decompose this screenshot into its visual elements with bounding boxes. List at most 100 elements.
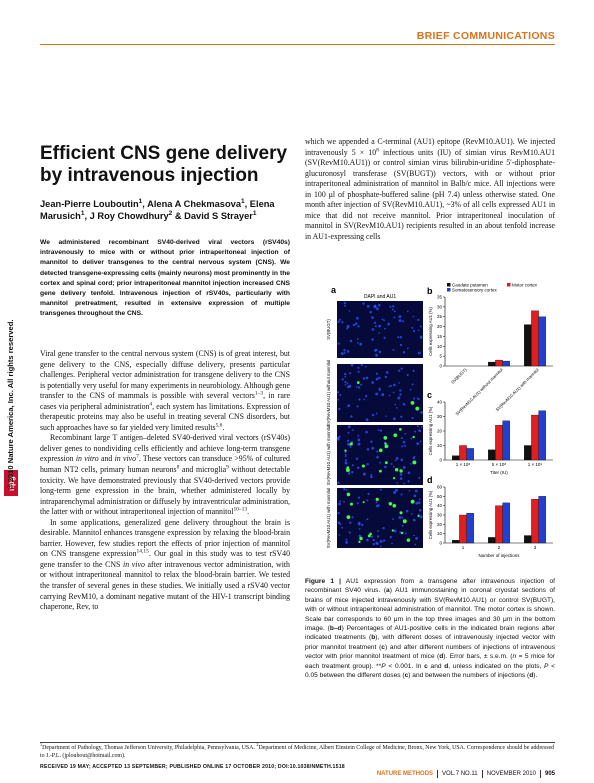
nucleus bbox=[402, 440, 406, 444]
y-tick-label: 10 bbox=[437, 443, 443, 448]
nucleus bbox=[400, 493, 403, 496]
nucleus bbox=[384, 465, 387, 469]
x-tick-label: 1 × 10⁹ bbox=[528, 462, 543, 467]
bar bbox=[452, 540, 460, 544]
y-tick-label: 0 bbox=[439, 364, 442, 369]
text-run: and bbox=[98, 454, 115, 464]
nucleus bbox=[379, 488, 382, 491]
legend-swatch bbox=[507, 283, 511, 287]
nucleus bbox=[338, 502, 341, 506]
nucleus bbox=[377, 304, 381, 307]
nucleus bbox=[360, 383, 363, 386]
nucleus bbox=[376, 535, 380, 538]
nucleus bbox=[365, 430, 368, 434]
nucleus bbox=[343, 301, 347, 305]
text-run: 1–3 bbox=[254, 390, 264, 397]
x-tick-label: 1 bbox=[462, 545, 465, 550]
micrograph bbox=[337, 301, 423, 358]
text-run: Recombinant large T antigen–deleted SV40… bbox=[40, 433, 290, 464]
x-axis-label: Number of injections bbox=[478, 553, 520, 558]
nucleus bbox=[399, 389, 402, 392]
nucleus bbox=[411, 326, 414, 329]
section-header: BRIEF COMMUNICATIONS bbox=[416, 30, 555, 42]
nucleus bbox=[419, 515, 423, 519]
journal-name: NATURE METHODS bbox=[376, 771, 434, 777]
panel-label: d bbox=[427, 475, 433, 485]
nucleus bbox=[370, 535, 373, 538]
nucleus bbox=[371, 381, 375, 384]
publisher-logo: npg bbox=[4, 470, 18, 496]
au1-cell bbox=[415, 406, 420, 411]
nucleus bbox=[385, 415, 387, 417]
text-run: 1 bbox=[252, 209, 257, 217]
text-run: ) AU1 immunostaining in coronal cryostat… bbox=[305, 587, 555, 633]
nucleus bbox=[384, 375, 388, 379]
text-run: and bbox=[427, 662, 445, 670]
nucleus bbox=[365, 376, 369, 380]
au1-cell bbox=[399, 469, 403, 473]
text-run: in vitro bbox=[75, 454, 99, 464]
nucleus bbox=[390, 463, 393, 465]
text-run: 5,6 bbox=[215, 422, 223, 429]
nucleus bbox=[356, 502, 359, 505]
nucleus bbox=[346, 439, 350, 442]
nucleus bbox=[338, 534, 341, 536]
legend-label: Motor cortex bbox=[512, 283, 538, 288]
y-tick-label: 25 bbox=[437, 314, 443, 319]
nucleus bbox=[361, 523, 364, 527]
nucleus bbox=[407, 471, 411, 475]
text-run: , unless indicated on the plots, bbox=[448, 662, 545, 670]
y-tick-label: 20 bbox=[437, 429, 443, 434]
bar bbox=[538, 410, 546, 461]
nucleus bbox=[406, 373, 409, 377]
nucleus bbox=[358, 528, 361, 530]
nucleus bbox=[379, 545, 382, 548]
y-tick-label: 30 bbox=[437, 304, 443, 309]
nucleus bbox=[402, 351, 406, 354]
nucleus bbox=[414, 489, 418, 493]
nucleus bbox=[393, 310, 396, 313]
bar bbox=[495, 359, 503, 367]
text-run: which we appended a C-terminal (AU1) epi… bbox=[305, 137, 555, 157]
nucleus bbox=[412, 518, 416, 522]
nucleus bbox=[366, 448, 370, 451]
body-text: Viral gene transfer to the central nervo… bbox=[40, 349, 290, 613]
nucleus bbox=[349, 445, 352, 448]
header-rule bbox=[40, 44, 555, 45]
nucleus bbox=[354, 322, 358, 325]
received-dates: RECEIVED 19 MAY; ACCEPTED 13 SEPTEMBER; … bbox=[40, 764, 345, 770]
text-run: infectious units (IU) of simian virus Re… bbox=[305, 147, 555, 241]
nucleus bbox=[396, 407, 398, 409]
nucleus bbox=[369, 310, 372, 314]
legend-swatch bbox=[447, 288, 451, 292]
nucleus bbox=[337, 521, 341, 525]
y-axis-label: Cells expressing AU1 (%) bbox=[428, 406, 433, 455]
nucleus bbox=[337, 398, 340, 401]
nucleus bbox=[385, 371, 389, 374]
y-axis-label: Cells expressing AU1 (%) bbox=[428, 307, 433, 356]
nucleus bbox=[382, 527, 385, 530]
right-column-text: which we appended a C-terminal (AU1) epi… bbox=[305, 137, 555, 242]
nucleus bbox=[371, 446, 375, 450]
micrograph bbox=[337, 425, 423, 485]
nucleus bbox=[364, 365, 367, 368]
nucleus bbox=[339, 394, 342, 397]
nucleus bbox=[371, 338, 374, 341]
nucleus bbox=[408, 489, 411, 492]
nucleus bbox=[416, 397, 419, 400]
nucleus bbox=[417, 329, 420, 332]
nucleus bbox=[345, 489, 348, 491]
text-run: without detectable toxicity. We have dem… bbox=[40, 465, 290, 517]
nucleus bbox=[345, 541, 349, 544]
nucleus bbox=[421, 426, 423, 428]
nucleus bbox=[378, 504, 380, 507]
x-axis-label: Titer (IU) bbox=[490, 470, 508, 475]
nucleus bbox=[347, 431, 350, 434]
figure-caption: Figure 1 | AU1 expression from a transge… bbox=[305, 577, 555, 680]
nucleus bbox=[398, 315, 402, 319]
x-tick-label: 2 bbox=[498, 545, 501, 550]
nucleus bbox=[344, 461, 348, 465]
nucleus bbox=[407, 480, 410, 483]
y-tick-label: 10 bbox=[437, 531, 443, 536]
nucleus bbox=[399, 343, 403, 347]
